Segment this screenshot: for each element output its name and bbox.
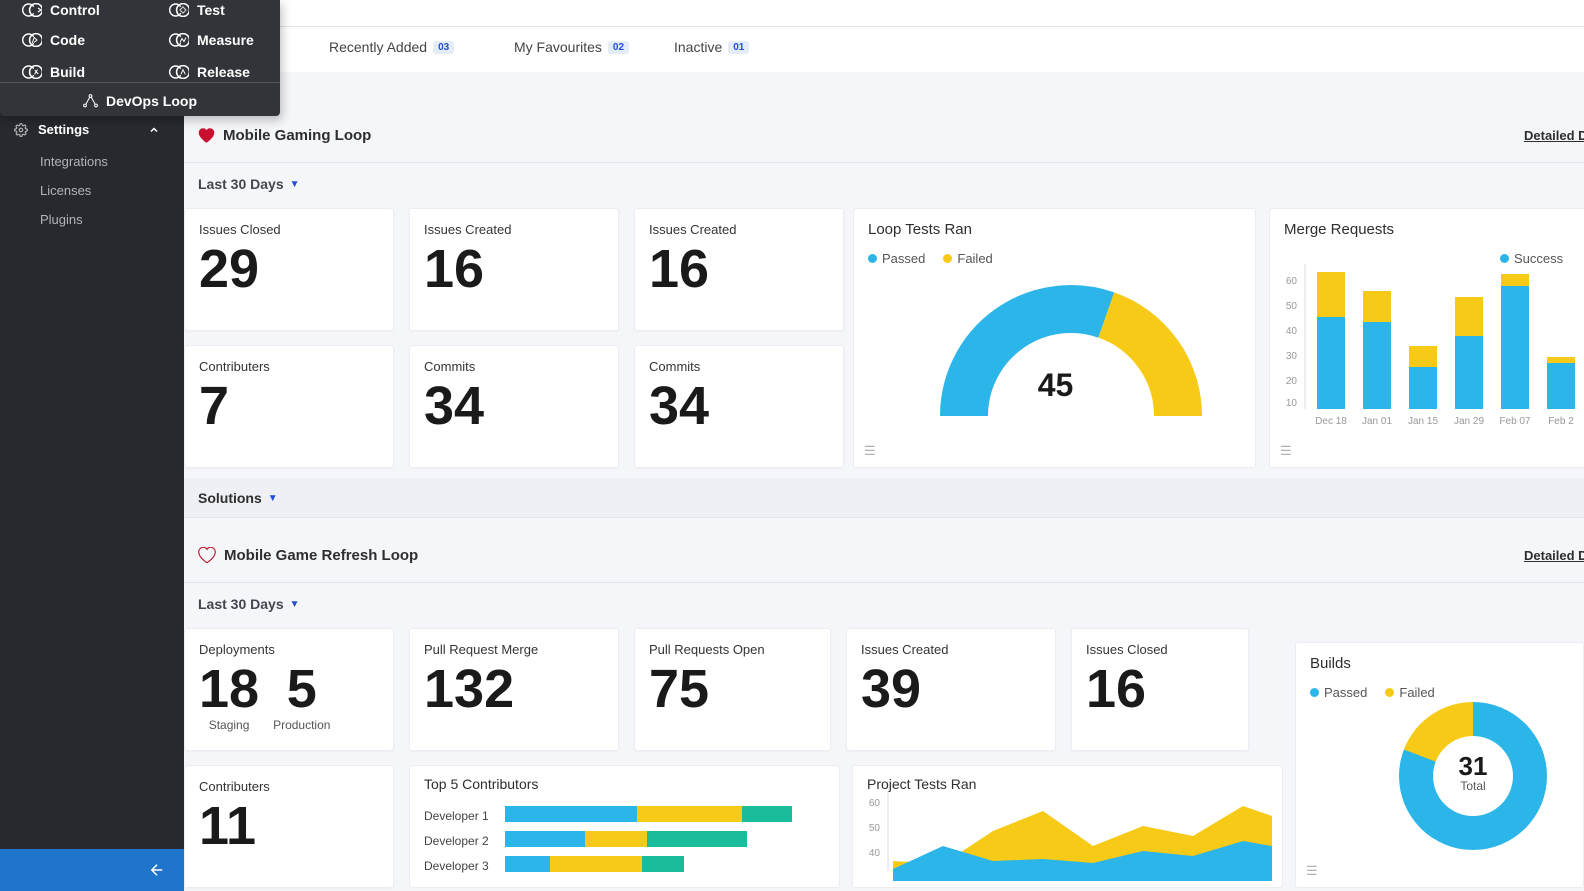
svg-text:20: 20 xyxy=(1286,376,1298,387)
svg-text:Dec 18: Dec 18 xyxy=(1315,416,1347,427)
svg-text:Feb 07: Feb 07 xyxy=(1499,416,1531,427)
svg-text:50: 50 xyxy=(1286,301,1298,312)
svg-text:50: 50 xyxy=(869,823,881,834)
svg-text:Jan 15: Jan 15 xyxy=(1408,416,1438,427)
svg-text:60: 60 xyxy=(869,798,881,809)
svg-text:10: 10 xyxy=(1286,398,1298,409)
svg-text:40: 40 xyxy=(1286,326,1298,337)
svg-text:Feb 2: Feb 2 xyxy=(1548,416,1574,427)
svg-text:30: 30 xyxy=(1286,351,1298,362)
svg-text:Jan 29: Jan 29 xyxy=(1454,416,1484,427)
svg-text:40: 40 xyxy=(869,848,881,859)
svg-text:Jan 01: Jan 01 xyxy=(1362,416,1392,427)
svg-text:60: 60 xyxy=(1286,276,1298,287)
